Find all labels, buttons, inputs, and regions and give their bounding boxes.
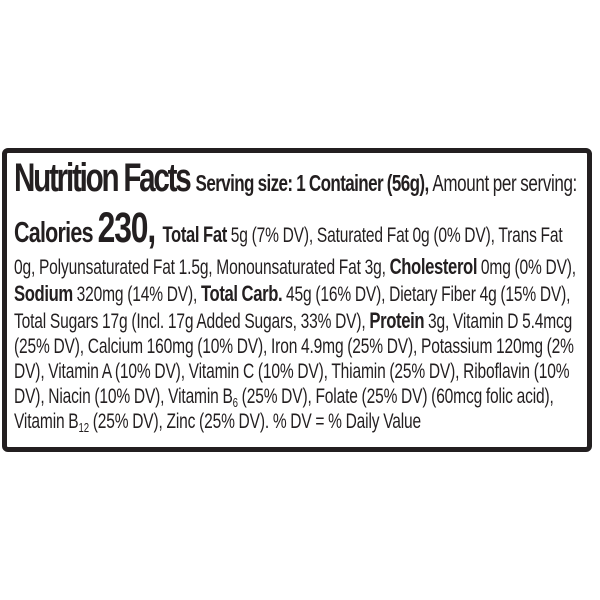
text-segment-bold: Sodium	[14, 280, 73, 306]
text-segment-normal: (25% DV), Folate (25% DV) (60mcg folic a…	[14, 384, 554, 434]
text-segment-calories-value: 230,	[97, 203, 163, 252]
text-segment-bold: Total Carb.	[200, 280, 283, 306]
text-segment-normal: 320mg (14% DV),	[72, 282, 201, 306]
text-segment-normal-lg: Amount per serving:	[432, 170, 577, 196]
text-segment-normal: 3g, Vitamin D 5.4mcg (25% DV), Calcium 1…	[14, 309, 574, 408]
text-segment-normal: 0mg (0% DV),	[477, 255, 576, 279]
text-segment-sub: 6	[232, 394, 238, 410]
text-segment-normal: (25% DV), Zinc (25% DV). % DV = % Daily …	[88, 410, 422, 434]
text-segment-normal: 45g (16% DV), Dietary Fiber 4g (15% DV),…	[14, 282, 571, 333]
text-segment-bold: Protein	[369, 307, 425, 333]
nutrition-text: Nutrition Facts Serving size: 1 Containe…	[14, 155, 579, 436]
text-segment-bold: Cholesterol	[389, 253, 478, 279]
text-segment-sub: 12	[78, 420, 90, 436]
text-segment-title: Nutrition Facts	[14, 156, 196, 200]
text-segment-calories-label: Calories	[14, 216, 98, 249]
text-segment-serving: Serving size: 1 Container (56g),	[195, 170, 433, 196]
text-segment-bold: Total Fat	[162, 221, 231, 247]
nutrition-facts-label: Nutrition Facts Serving size: 1 Containe…	[2, 148, 592, 452]
text-segment-normal: 5g (7% DV), Saturated Fat 0g (0% DV), Tr…	[14, 223, 563, 279]
